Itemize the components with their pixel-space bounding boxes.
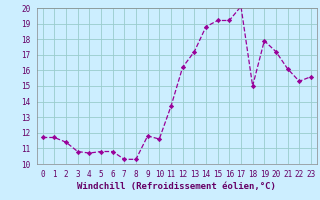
X-axis label: Windchill (Refroidissement éolien,°C): Windchill (Refroidissement éolien,°C) (77, 182, 276, 191)
